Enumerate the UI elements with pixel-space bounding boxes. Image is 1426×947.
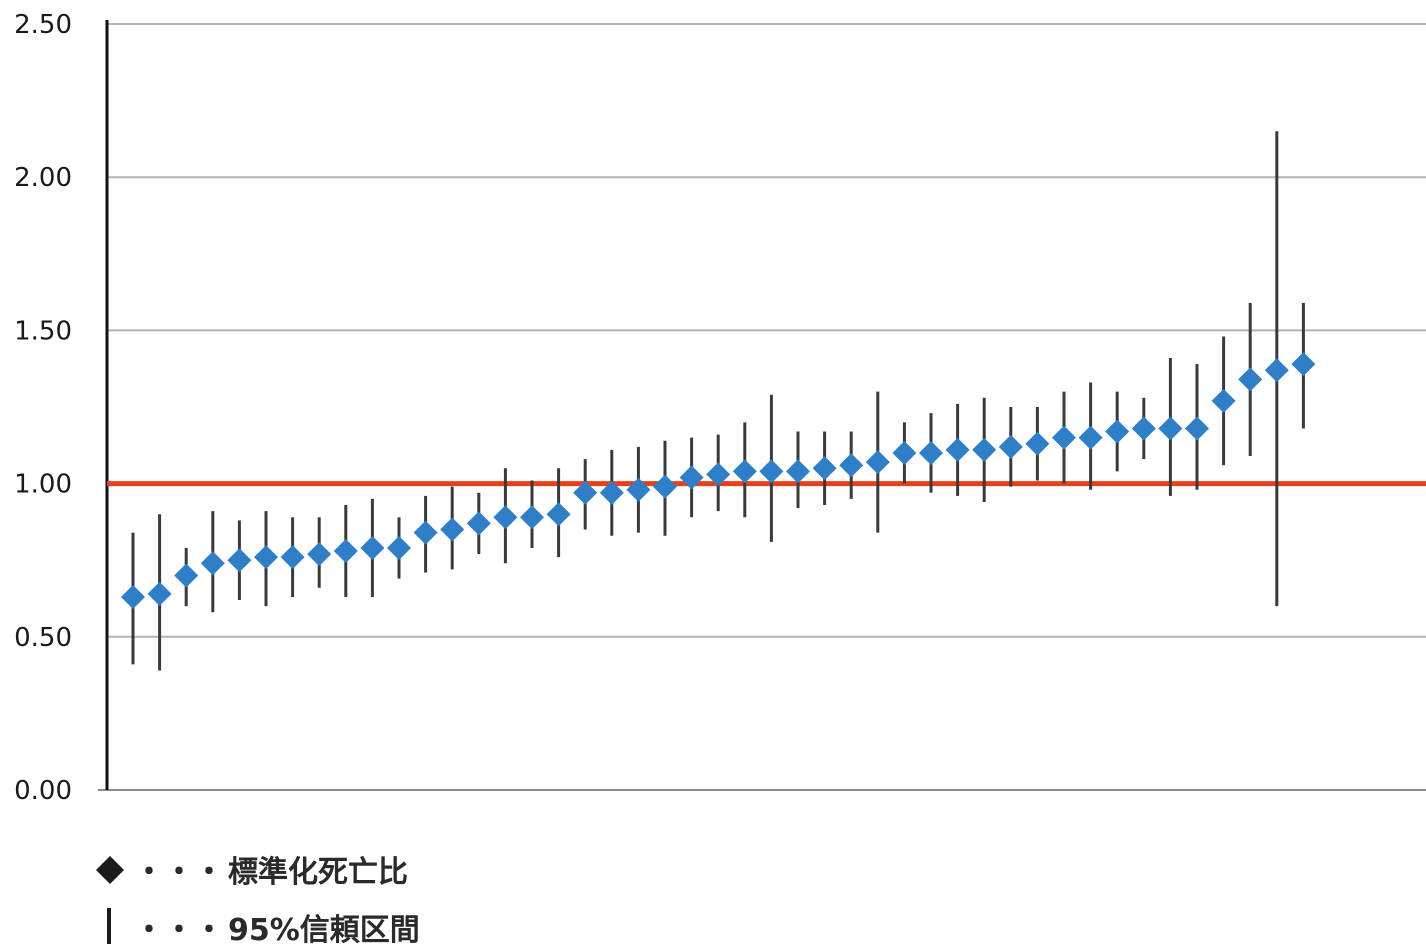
- smr-point: [1264, 358, 1289, 383]
- smr-point: [998, 434, 1023, 459]
- smr-point: [759, 459, 784, 484]
- smr-point: [1158, 416, 1183, 441]
- legend-item-ci: ・・・ 95%信頼区間: [107, 908, 420, 947]
- smr-point: [280, 545, 305, 570]
- smr-point: [679, 465, 704, 490]
- smr-point: [333, 539, 358, 564]
- smr-point: [573, 480, 598, 505]
- smr-point: [945, 437, 970, 462]
- smr-point: [360, 535, 385, 560]
- smr-point: [254, 545, 278, 570]
- smr-point: [786, 459, 810, 484]
- smr-point: [227, 548, 252, 573]
- smr-point: [892, 440, 917, 465]
- smr-point: [1052, 425, 1076, 450]
- legend-diamond-icon: [96, 856, 124, 884]
- smr-point: [493, 505, 518, 530]
- smr-point: [147, 581, 172, 606]
- y-axis-tick-labels: 0.00 0.50 1.00 1.50 2.00 2.50: [14, 10, 72, 806]
- smr-point: [626, 477, 651, 502]
- smr-point: [440, 517, 465, 542]
- smr-point: [307, 542, 332, 567]
- y-tick-label: 0.50: [14, 623, 72, 653]
- smr-point: [1291, 352, 1316, 377]
- legend-dots: ・・・: [134, 913, 224, 947]
- y-tick-label: 1.50: [14, 316, 72, 346]
- legend-item-smr: ・・・ 標準化死亡比: [96, 855, 408, 890]
- smr-point: [1105, 419, 1130, 444]
- smr-points: [121, 352, 1316, 609]
- smr-point: [546, 502, 571, 527]
- smr-point: [839, 453, 864, 478]
- legend-bar-icon: [107, 908, 111, 944]
- smr-point: [1078, 425, 1103, 450]
- smr-point: [1211, 388, 1236, 413]
- legend-label-smr: 標準化死亡比: [228, 855, 408, 890]
- smr-point: [200, 551, 225, 576]
- smr-point: [865, 450, 890, 475]
- y-tick-label: 2.00: [14, 163, 72, 193]
- smr-point: [599, 480, 624, 505]
- smr-point: [919, 440, 943, 465]
- legend-dots: ・・・: [134, 855, 224, 890]
- y-tick-label: 2.50: [14, 10, 72, 40]
- legend-label-ci: 95%信頼区間: [228, 913, 420, 947]
- smr-point: [174, 563, 199, 588]
- smr-point: [706, 462, 731, 487]
- smr-point: [1185, 416, 1209, 441]
- smr-point: [812, 456, 837, 481]
- smr-point: [732, 459, 757, 484]
- y-tick-label: 0.00: [14, 776, 72, 806]
- smr-point: [1238, 367, 1263, 392]
- smr-point: [121, 584, 145, 609]
- smr-point: [1025, 431, 1050, 456]
- smr-point: [466, 511, 491, 536]
- confidence-interval-bars: [131, 131, 1305, 671]
- y-tick-label: 1.00: [14, 470, 72, 500]
- smr-point: [413, 520, 438, 545]
- smr-point: [972, 437, 997, 462]
- smr-point: [653, 474, 677, 499]
- smr-point: [387, 535, 411, 560]
- smr-point: [520, 505, 544, 530]
- legend: ・・・ 標準化死亡比 ・・・ 95%信頼区間: [96, 855, 420, 947]
- smr-point: [1131, 416, 1156, 441]
